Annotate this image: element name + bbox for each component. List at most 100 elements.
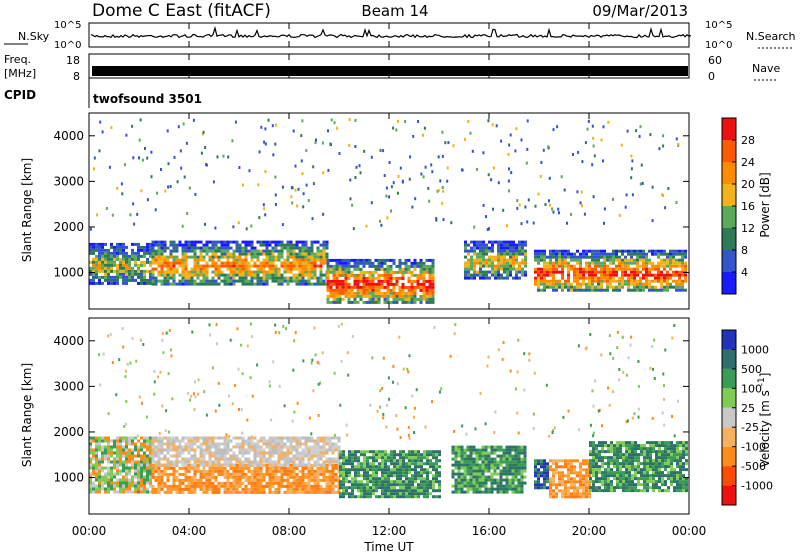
power-echo-cell	[371, 270, 375, 274]
power-scatter-cell	[222, 154, 225, 158]
power-echo-cell	[131, 275, 134, 279]
power-echo-cell	[205, 273, 209, 277]
velocity-echo-cell	[517, 457, 521, 461]
power-echo-cell	[283, 276, 287, 280]
power-echo-cell	[226, 249, 230, 253]
power-echo-cell	[624, 270, 627, 274]
velocity-echo-cell	[199, 478, 203, 482]
power-echo-cell	[497, 246, 500, 250]
power-echo-cell	[241, 270, 245, 274]
velocity-echo-cell	[181, 478, 185, 482]
velocity-echo-cell	[339, 495, 342, 499]
power-scatter-cell	[461, 168, 464, 172]
power-echo-cell	[256, 273, 260, 277]
power-echo-cell	[371, 261, 375, 265]
velocity-echo-cell	[496, 487, 500, 491]
velocity-echo-cell	[256, 475, 260, 479]
power-echo-cell	[250, 246, 254, 250]
power-echo-cell	[428, 264, 432, 268]
velocity-echo-cell	[363, 483, 366, 487]
velocity-echo-cell	[325, 442, 329, 446]
power-echo-cell	[506, 276, 509, 280]
velocity-echo-cell	[262, 472, 266, 476]
velocity-echo-cell	[235, 460, 239, 464]
power-echo-cell	[190, 255, 194, 259]
power-echo-cell	[329, 264, 333, 268]
power-echo-cell	[648, 261, 651, 265]
power-echo-cell	[304, 282, 308, 286]
velocity-echo-cell	[390, 462, 393, 466]
velocity-echo-cell	[555, 492, 558, 496]
velocity-echo-cell	[184, 484, 188, 488]
power-echo-cell	[92, 263, 95, 267]
power-echo-cell	[555, 252, 558, 256]
power-echo-cell	[247, 252, 251, 256]
velocity-echo-cell	[268, 457, 272, 461]
velocity-echo-cell	[193, 439, 197, 443]
power-scatter-cell	[336, 126, 339, 130]
velocity-echo-cell	[582, 486, 585, 490]
power-echo-cell	[639, 258, 642, 262]
power-echo-cell	[410, 285, 414, 289]
power-scatter-cell	[441, 154, 444, 158]
velocity-echo-cell	[469, 472, 473, 476]
velocity-echo-cell	[274, 442, 278, 446]
velocity-echo-cell	[360, 495, 363, 499]
velocity-echo-cell	[399, 450, 402, 454]
power-echo-cell	[422, 267, 426, 271]
power-echo-cell	[211, 261, 215, 265]
velocity-echo-cell	[466, 478, 470, 482]
velocity-echo-cell	[143, 478, 146, 482]
velocity-echo-cell	[496, 490, 500, 494]
power-echo-cell	[143, 254, 146, 258]
power-echo-cell	[95, 281, 98, 285]
power-echo-cell	[208, 249, 212, 253]
power-echo-cell	[537, 267, 540, 271]
velocity-echo-cell	[113, 460, 116, 464]
power-echo-cell	[232, 249, 236, 253]
power-echo-cell	[540, 279, 543, 283]
power-echo-cell	[172, 273, 176, 277]
velocity-echo-cell	[514, 478, 518, 482]
power-echo-cell	[413, 261, 417, 265]
power-echo-cell	[368, 288, 372, 292]
velocity-echo-cell	[175, 484, 179, 488]
power-echo-cell	[332, 300, 336, 304]
velocity-echo-cell	[402, 465, 405, 469]
power-echo-cell	[573, 285, 576, 289]
power-scatter-cell	[363, 149, 366, 153]
velocity-echo-cell	[253, 487, 257, 491]
velocity-echo-cell	[423, 456, 426, 460]
velocity-echo-cell	[289, 466, 293, 470]
velocity-echo-cell	[202, 487, 206, 491]
power-echo-cell	[247, 249, 251, 253]
power-echo-cell	[241, 282, 245, 286]
velocity-echo-cell	[208, 475, 212, 479]
power-echo-cell	[211, 243, 215, 247]
velocity-echo-cell	[89, 472, 92, 476]
power-echo-cell	[190, 282, 194, 286]
velocity-echo-cell	[154, 478, 158, 482]
power-echo-cell	[341, 258, 345, 262]
power-echo-cell	[476, 255, 479, 259]
velocity-echo-cell	[125, 463, 128, 467]
power-echo-cell	[119, 245, 122, 249]
power-echo-cell	[232, 252, 236, 256]
velocity-echo-cell	[89, 481, 92, 485]
velocity-echo-cell	[125, 448, 128, 452]
velocity-echo-cell	[122, 454, 125, 458]
velocity-echo-cell	[589, 453, 592, 457]
power-colorbar-segment	[722, 184, 736, 206]
power-echo-cell	[292, 246, 296, 250]
velocity-echo-cell	[573, 465, 576, 469]
power-echo-cell	[684, 255, 687, 259]
power-echo-cell	[600, 273, 603, 277]
power-echo-cell	[265, 249, 269, 253]
power-echo-cell	[422, 288, 426, 292]
power-echo-cell	[295, 267, 299, 271]
velocity-echo-cell	[472, 460, 476, 464]
power-echo-cell	[663, 252, 666, 256]
power-echo-cell	[392, 258, 396, 262]
power-echo-cell	[235, 264, 239, 268]
